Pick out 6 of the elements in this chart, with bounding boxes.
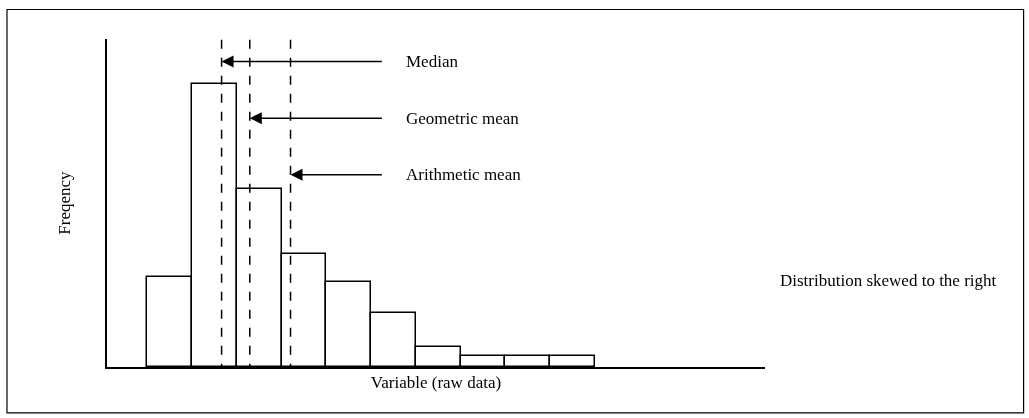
annotation: Arithmetic mean [406,165,522,184]
text: Median [406,52,459,71]
y-axis-title: Freqency [55,170,75,235]
text: Distribution skewed to the right [780,271,997,290]
x-axis-title: Variable (raw data) [370,372,502,392]
annotation: Geometric mean [406,109,520,128]
